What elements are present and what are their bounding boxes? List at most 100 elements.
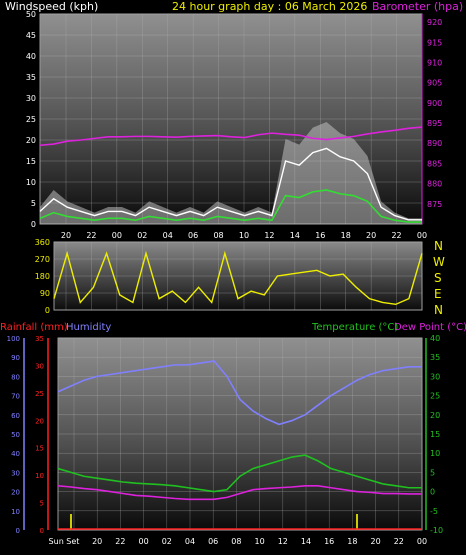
wind-y-tick-label: 45 — [26, 31, 36, 40]
barometer-y-tick-label: 920 — [427, 18, 442, 27]
rain-y-tick-label: 10 — [35, 472, 44, 480]
wind-x-tick-label: 20 — [366, 231, 376, 240]
dewpoint-line — [57, 485, 422, 501]
wind-y-tick-label: 30 — [26, 94, 36, 103]
temperature-y-tick-label: -5 — [430, 507, 438, 516]
temp-x-tick-label: 22 — [115, 537, 125, 546]
temp-x-tick-label: 20 — [371, 537, 381, 546]
temperature-y-tick-label: 15 — [430, 430, 440, 439]
temp-x-tick-label: 12 — [278, 537, 288, 546]
humidity-y-tick-label: 60 — [11, 412, 20, 420]
wind-y-tick-label: 10 — [26, 178, 36, 187]
wind-x-tick-label: 06 — [188, 231, 198, 240]
wind-x-tick-label: 00 — [417, 231, 427, 240]
temp-x-tick-label: 16 — [324, 537, 334, 546]
wind-x-tick-label: 16 — [315, 231, 325, 240]
humidity-y-tick-label: 30 — [11, 469, 20, 477]
rain-y-tick-label: 5 — [40, 500, 44, 508]
wind-x-tick-label: 12 — [264, 231, 274, 240]
rain-y-tick-label: 25 — [35, 390, 44, 398]
wind-y-tick-label: 40 — [26, 52, 36, 61]
barometer-axis-title: Barometer (hpa) — [372, 0, 463, 13]
wind-y-tick-label: 15 — [26, 157, 36, 166]
wind-gust-area — [40, 121, 422, 224]
temperature-y-tick-label: 0 — [430, 488, 435, 497]
humidity-y-tick-label: 90 — [11, 354, 20, 362]
temp-x-tick-label: Sun Set — [49, 537, 80, 546]
temperature-y-tick-label: 5 — [430, 468, 435, 477]
wind-y-tick-label: 20 — [26, 136, 36, 145]
wind-x-tick-label: 14 — [290, 231, 300, 240]
temp-x-tick-label: 22 — [394, 537, 404, 546]
temp-x-tick-label: 20 — [92, 537, 102, 546]
chart-title: 24 hour graph day : 06 March 2026 — [172, 0, 367, 13]
wind-x-tick-label: 18 — [341, 231, 351, 240]
wind-y-tick-label: 35 — [26, 73, 36, 82]
barometer-y-tick-label: 875 — [427, 200, 442, 209]
wind-y-tick-label: 0 — [31, 220, 36, 229]
barometer-y-tick-label: 910 — [427, 58, 442, 67]
temperature-y-tick-label: 20 — [430, 411, 440, 420]
temperature-y-tick-label: 35 — [430, 353, 440, 362]
wind-y-tick-label: 25 — [26, 115, 36, 124]
rain-y-tick-label: 0 — [40, 527, 44, 535]
temp-x-tick-label: 04 — [185, 537, 195, 546]
wind-y-tick-label: 5 — [31, 199, 36, 208]
barometer-y-tick-label: 895 — [427, 119, 442, 128]
temp-x-tick-label: 08 — [231, 537, 241, 546]
wind-x-tick-label: 22 — [391, 231, 401, 240]
temperature-y-tick-label: 30 — [430, 372, 440, 381]
wind-x-tick-label: 08 — [213, 231, 223, 240]
humidity-y-tick-label: 0 — [16, 527, 20, 535]
compass-w: W — [433, 255, 445, 269]
humidity-y-tick-label: 10 — [11, 508, 20, 516]
direction-y-tick-label: 360 — [35, 238, 50, 247]
wind-x-tick-label: 10 — [239, 231, 249, 240]
compass-n-bottom: N — [434, 303, 443, 317]
barometer-line — [39, 126, 423, 147]
wind-y-tick-label: 50 — [26, 10, 36, 19]
temperature-y-tick-label: 10 — [430, 449, 440, 458]
barometer-y-tick-label: 885 — [427, 159, 442, 168]
compass-n-top: N — [434, 239, 443, 253]
temp-x-tick-label: 10 — [255, 537, 265, 546]
wind-axis-title: Windspeed (kph) — [5, 0, 98, 13]
humidity-y-tick-label: 40 — [11, 450, 20, 458]
rain-y-tick-label: 15 — [35, 445, 44, 453]
temp-x-tick-label: 18 — [347, 537, 357, 546]
windspeed-line — [39, 147, 422, 221]
rain-y-tick-label: 30 — [35, 362, 44, 370]
temperature-line — [57, 454, 422, 493]
rain-y-tick-label: 35 — [35, 335, 44, 343]
humidity-y-tick-label: 20 — [11, 489, 20, 497]
barometer-y-tick-label: 905 — [427, 79, 442, 88]
temp-x-tick-label: 02 — [162, 537, 172, 546]
temp-x-tick-label: 14 — [301, 537, 311, 546]
temp-x-tick-label: 00 — [417, 537, 427, 546]
temp-x-tick-label: 00 — [139, 537, 149, 546]
compass-s: S — [434, 271, 442, 285]
wind-x-tick-label: 20 — [61, 231, 71, 240]
wind-x-tick-label: 04 — [163, 231, 173, 240]
direction-y-tick-label: 270 — [35, 255, 50, 264]
temperature-y-tick-label: 25 — [430, 392, 440, 401]
direction-y-tick-label: 90 — [40, 289, 50, 298]
barometer-y-tick-label: 880 — [427, 180, 442, 189]
temp-x-tick-label: 06 — [208, 537, 218, 546]
wind-average-line — [39, 189, 422, 223]
humidity-line — [57, 360, 422, 426]
humidity-y-tick-label: 50 — [11, 431, 20, 439]
wind-x-tick-label: 02 — [137, 231, 147, 240]
barometer-y-tick-label: 900 — [427, 99, 442, 108]
rainfall-axis-title: Rainfall (mm) — [0, 322, 68, 333]
wind-x-tick-label: 00 — [112, 231, 122, 240]
humidity-y-tick-label: 100 — [7, 335, 20, 343]
humidity-y-tick-label: 80 — [11, 373, 20, 381]
dewpoint-axis-title: Dew Point (°C) — [394, 322, 466, 333]
barometer-y-tick-label: 890 — [427, 139, 442, 148]
wind-x-tick-label: 22 — [86, 231, 96, 240]
temperature-y-tick-label: 40 — [430, 334, 440, 343]
direction-y-tick-label: 0 — [45, 306, 50, 315]
